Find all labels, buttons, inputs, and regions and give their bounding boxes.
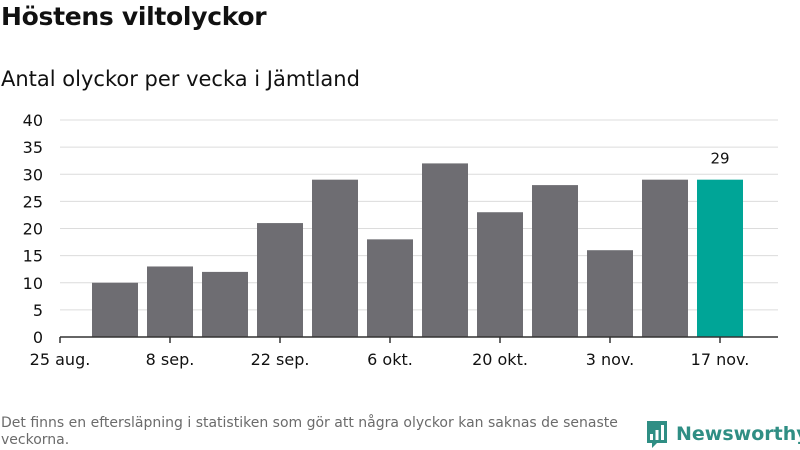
y-tick-label-35: 35 [23,138,43,157]
y-tick-label-30: 30 [23,165,43,184]
y-tick-label-20: 20 [23,220,43,239]
x-tick-label: 22 sep. [251,350,310,369]
bar-17-nov [697,179,743,337]
y-tick-label-15: 15 [23,247,43,266]
data-label: 29 [710,150,729,168]
x-tick-label: 17 nov. [691,350,750,369]
bar-10-nov [642,179,688,337]
newsworthy-logo-icon [647,421,667,448]
y-tick-label-0: 0 [33,328,43,347]
y-tick-label-40: 40 [23,111,43,130]
x-tick-label: 6 okt. [367,350,413,369]
bar-chart: 0 5 10 15 20 25 30 35 40 29 25 aug. 8 sep. 22 sep. 6 … [23,111,778,369]
chart-title: Höstens viltolyckor [1,2,267,31]
x-tick-label: 8 sep. [146,350,195,369]
brand[interactable]: Newsworthy [645,418,800,450]
chart-subtitle: Antal olyckor per vecka i Jämtland [1,67,360,91]
bar-29-sep [312,179,358,337]
x-tick-label: 3 nov. [586,350,635,369]
x-tick-label: 25 aug. [30,350,91,369]
bar-22-sep [257,223,303,337]
bar-15-sep [202,271,248,337]
y-tick-label-5: 5 [33,301,43,320]
bar-3-nov [587,250,633,337]
x-tick-label: 20 okt. [472,350,528,369]
footer-note: Det finns en eftersläpning i statistiken… [1,415,618,448]
bar-13-okt [422,163,468,337]
bar-1-sep [92,282,138,337]
bar-27-okt [532,185,578,337]
y-tick-label-25: 25 [23,192,43,211]
y-tick-label-10: 10 [23,274,43,293]
bar-6-okt [367,239,413,337]
bar-20-okt [477,212,523,337]
bar-8-sep [147,266,193,337]
brand-name: Newsworthy [676,423,800,445]
